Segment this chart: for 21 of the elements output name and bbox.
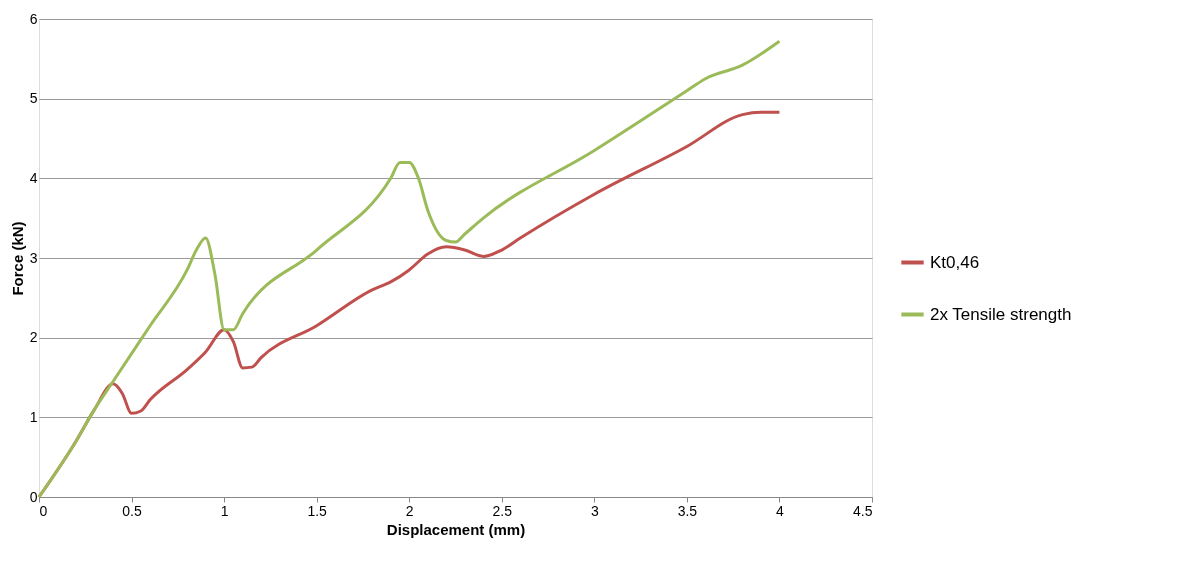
x-tick-label: 2.5 <box>492 502 513 519</box>
y-tick-label: 3 <box>29 249 38 266</box>
y-tick-label: 1 <box>29 408 38 425</box>
x-tick-label: 4.5 <box>853 502 873 519</box>
x-tick-label: 0.5 <box>122 502 142 519</box>
line-series <box>37 39 781 499</box>
y-axis-title: Force (kN) <box>8 221 26 296</box>
y-tick-label: 5 <box>29 90 38 107</box>
y-tick-label: 0 <box>29 488 38 505</box>
legend-label: 2x Tensile strength <box>930 304 1072 324</box>
x-tick-label: 1 <box>220 502 229 519</box>
x-tick-label: 4 <box>776 502 785 519</box>
x-tick-label: 3 <box>590 502 599 519</box>
legend-label: Kt0,46 <box>930 252 980 272</box>
y-tick-label: 2 <box>29 329 38 346</box>
x-tick-label: 2 <box>405 502 414 519</box>
x-axis-title: Displacement (mm) <box>386 520 526 538</box>
y-tick-label: 4 <box>29 169 38 186</box>
x-tick-label: 3.5 <box>677 502 698 519</box>
x-tick-label: 1.5 <box>307 502 328 519</box>
y-tick-label: 6 <box>29 10 38 27</box>
